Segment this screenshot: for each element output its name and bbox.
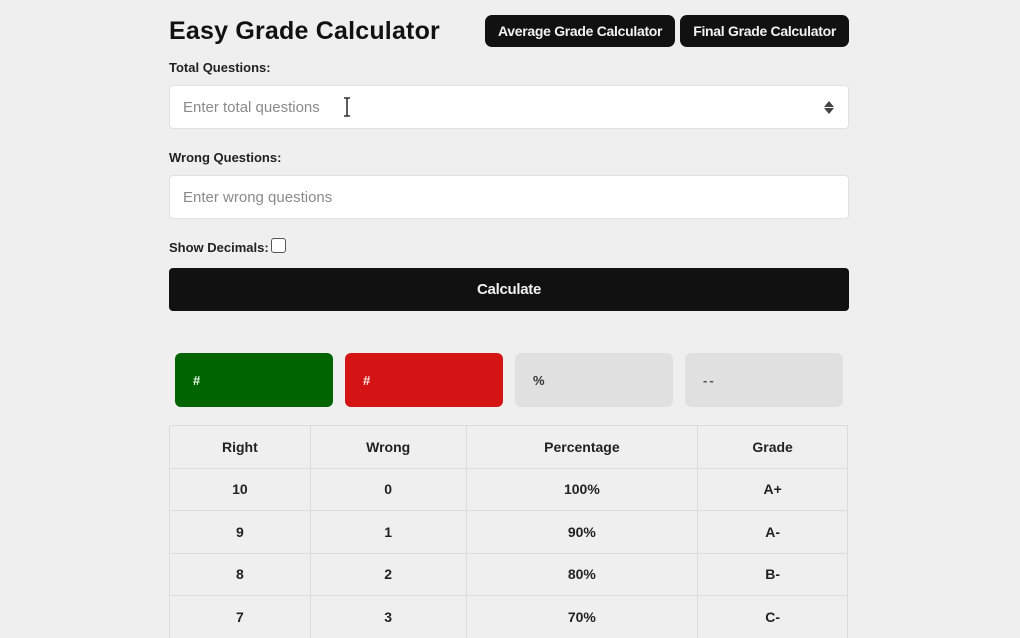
- table-row: 10 0 100% A+: [169, 467, 848, 511]
- spinner-up-icon[interactable]: [824, 100, 834, 107]
- wrong-count-box: #: [345, 353, 503, 407]
- number-spinner[interactable]: [824, 99, 834, 115]
- total-questions-input[interactable]: [170, 86, 848, 128]
- column-header-grade: Grade: [697, 425, 848, 469]
- cell-percentage: 70%: [465, 595, 699, 638]
- average-grade-calculator-button[interactable]: Average Grade Calculator: [484, 14, 676, 47]
- cell-percentage: 80%: [465, 552, 699, 596]
- cell-wrong: 1: [309, 510, 467, 554]
- cell-grade: A+: [697, 467, 848, 511]
- table-row: 8 2 80% B-: [169, 552, 848, 596]
- wrong-count-value: #: [363, 372, 371, 388]
- cell-percentage: 100%: [465, 467, 699, 511]
- percentage-box: %: [515, 353, 673, 407]
- cell-grade: B-: [697, 552, 848, 596]
- final-grade-calculator-button[interactable]: Final Grade Calculator: [680, 14, 849, 47]
- cell-wrong: 3: [309, 595, 467, 638]
- cell-right: 9: [169, 510, 311, 554]
- wrong-questions-input[interactable]: [170, 176, 848, 218]
- right-count-box: #: [175, 353, 333, 407]
- cell-wrong: 0: [309, 467, 467, 511]
- total-questions-label: Total Questions:: [169, 60, 271, 75]
- cell-right: 8: [169, 552, 311, 596]
- show-decimals-label: Show Decimals:: [169, 239, 269, 255]
- column-header-wrong: Wrong: [309, 425, 467, 469]
- show-decimals-checkbox[interactable]: [270, 237, 286, 253]
- nav-buttons: Average Grade Calculator Final Grade Cal…: [484, 14, 849, 47]
- column-header-right: Right: [169, 425, 311, 469]
- grade-value: --: [703, 372, 716, 388]
- table-row: 7 3 70% C-: [169, 595, 848, 638]
- header: Easy Grade Calculator Average Grade Calc…: [169, 0, 849, 60]
- column-header-percentage: Percentage: [465, 425, 699, 469]
- cell-percentage: 90%: [465, 510, 699, 554]
- table-row: 9 1 90% A-: [169, 510, 848, 554]
- grade-calculator: Easy Grade Calculator Average Grade Calc…: [169, 0, 849, 638]
- results-row: # # % --: [169, 353, 849, 407]
- grade-box: --: [685, 353, 843, 407]
- cell-grade: A-: [697, 510, 848, 554]
- total-questions-field: [169, 85, 849, 129]
- percentage-value: %: [533, 372, 545, 388]
- show-decimals-row: Show Decimals:: [169, 237, 849, 256]
- table-header-row: Right Wrong Percentage Grade: [169, 425, 848, 469]
- wrong-questions-field: [169, 175, 849, 219]
- right-count-value: #: [193, 372, 201, 388]
- cell-wrong: 2: [309, 552, 467, 596]
- page-title: Easy Grade Calculator: [169, 16, 440, 45]
- calculate-button[interactable]: Calculate: [169, 268, 849, 311]
- spinner-down-icon[interactable]: [824, 107, 834, 114]
- text-cursor-icon: [344, 97, 350, 117]
- cell-grade: C-: [697, 595, 848, 638]
- cell-right: 7: [169, 595, 311, 638]
- wrong-questions-label: Wrong Questions:: [169, 150, 282, 165]
- grade-table: Right Wrong Percentage Grade 10 0 100% A…: [169, 425, 848, 638]
- cell-right: 10: [169, 467, 311, 511]
